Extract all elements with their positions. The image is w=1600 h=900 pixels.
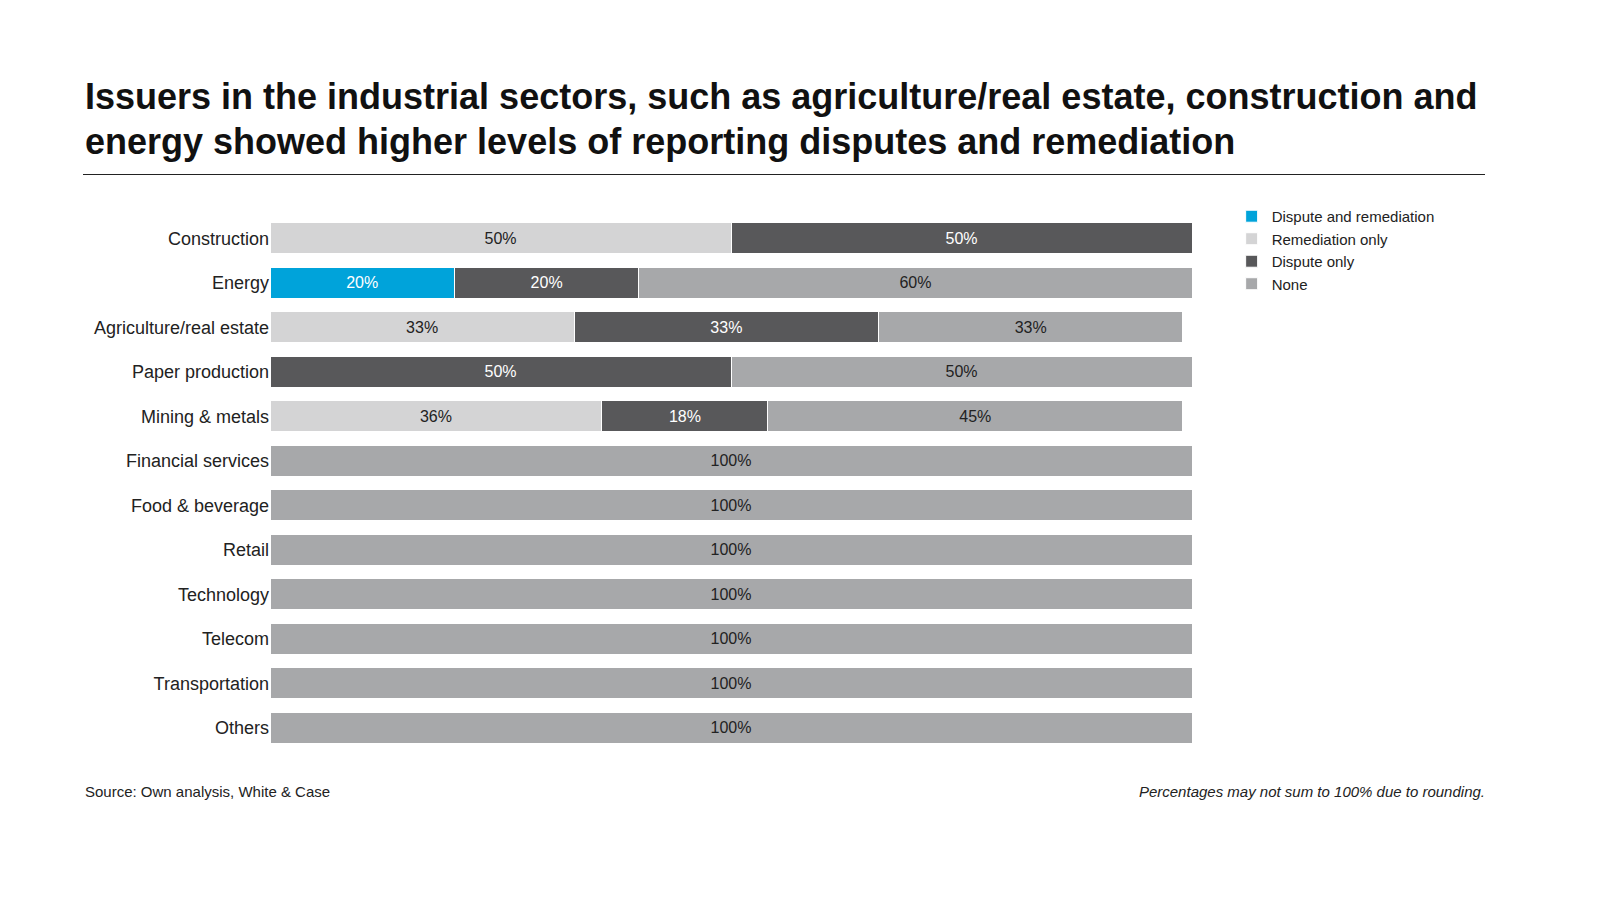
svg-text:100%: 100%: [711, 675, 752, 692]
svg-text:100%: 100%: [711, 630, 752, 647]
svg-text:Transportation: Transportation: [154, 674, 269, 694]
svg-text:Dispute and remediation: Dispute and remediation: [1272, 208, 1435, 225]
svg-text:Telecom: Telecom: [202, 629, 269, 649]
svg-text:Others: Others: [215, 718, 269, 738]
svg-text:Energy: Energy: [212, 273, 269, 293]
svg-text:33%: 33%: [710, 319, 742, 336]
svg-text:20%: 20%: [531, 274, 563, 291]
svg-text:36%: 36%: [420, 408, 452, 425]
svg-text:100%: 100%: [711, 452, 752, 469]
html-text:Issuers in the industrial sect: Issuers in the industrial sectors, such …: [85, 76, 1478, 162]
html-text:Source: Own analysis, White &: Source: Own analysis, White & Case: [85, 783, 331, 800]
svg-text:50%: 50%: [945, 363, 977, 380]
svg-text:18%: 18%: [669, 408, 701, 425]
svg-text:Paper production: Paper production: [132, 362, 269, 382]
svg-text:50%: 50%: [945, 230, 977, 247]
svg-text:Technology: Technology: [178, 585, 269, 605]
svg-text:Agriculture/real estate: Agriculture/real estate: [94, 318, 269, 338]
svg-text:33%: 33%: [406, 319, 438, 336]
svg-text:100%: 100%: [711, 586, 752, 603]
svg-text:Remediation only: Remediation only: [1272, 231, 1388, 248]
svg-text:60%: 60%: [899, 274, 931, 291]
svg-text:100%: 100%: [711, 719, 752, 736]
svg-text:45%: 45%: [959, 408, 991, 425]
svg-text:Dispute only: Dispute only: [1272, 253, 1355, 270]
svg-text:33%: 33%: [1015, 319, 1047, 336]
svg-text:Retail: Retail: [223, 540, 269, 560]
svg-text:Construction: Construction: [168, 229, 269, 249]
svg-text:20%: 20%: [346, 274, 378, 291]
svg-text:100%: 100%: [711, 497, 752, 514]
svg-text:50%: 50%: [484, 363, 516, 380]
svg-text:Food & beverage: Food & beverage: [131, 496, 269, 516]
svg-text:50%: 50%: [484, 230, 516, 247]
svg-text:100%: 100%: [711, 541, 752, 558]
svg-text:None: None: [1272, 276, 1308, 293]
html-text:Percentages may not sum to 100: Percentages may not sum to 100% due to r…: [1138, 783, 1485, 800]
svg-text:Mining & metals: Mining & metals: [141, 407, 269, 427]
svg-text:Financial services: Financial services: [126, 451, 269, 471]
